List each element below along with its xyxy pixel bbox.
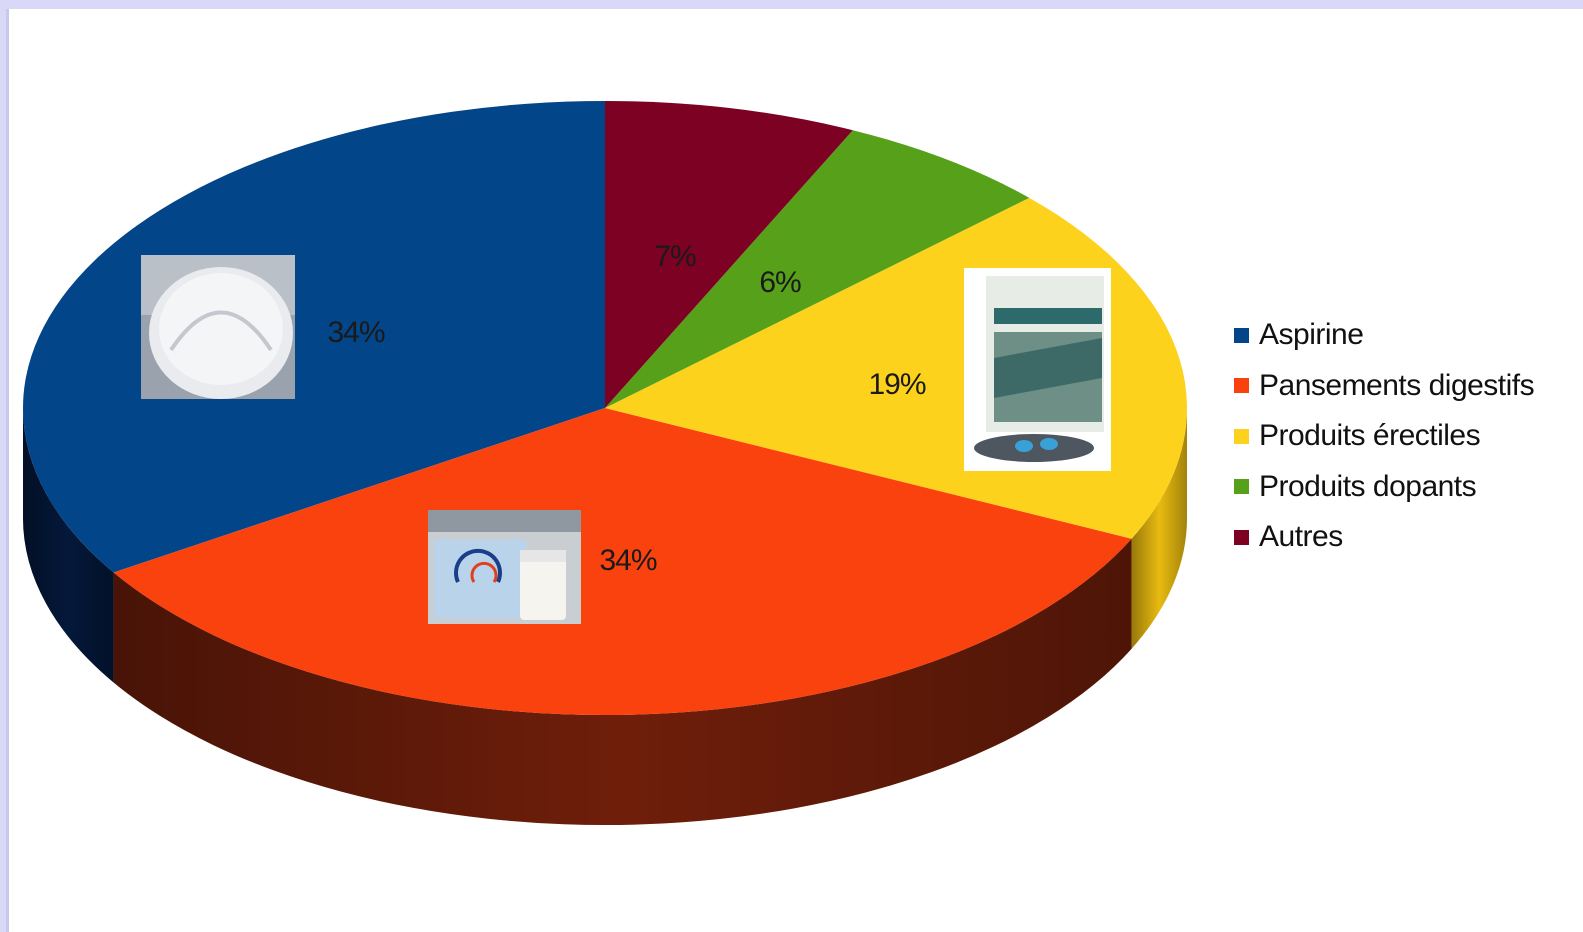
legend-swatch-produits-dopants bbox=[1234, 479, 1249, 495]
digestive-remedy-picture bbox=[428, 510, 581, 624]
legend-label-produits-dopants: Produits dopants bbox=[1259, 469, 1477, 503]
legend-swatch-aspirine bbox=[1234, 327, 1249, 343]
legend-item-produits-dopants: Produits dopants bbox=[1234, 462, 1579, 513]
legend-swatch-autres bbox=[1234, 529, 1249, 545]
data-label-produits-erectiles: 19% bbox=[868, 368, 925, 401]
legend-swatch-pansements-digestifs bbox=[1234, 378, 1249, 394]
legend-item-produits-erectiles: Produits érectiles bbox=[1234, 411, 1579, 462]
data-label-autres: 7% bbox=[654, 240, 696, 273]
legend-item-pansements-digestifs: Pansements digestifs bbox=[1234, 361, 1579, 412]
pie-slice-produits-dopants bbox=[605, 130, 1030, 409]
pie-side-shading-produits-erectiles bbox=[1131, 408, 1187, 649]
data-label-aspirine: 34% bbox=[327, 316, 384, 349]
legend-label-aspirine: Aspirine bbox=[1259, 318, 1364, 352]
kamagra-box-picture bbox=[964, 268, 1111, 471]
pie-slice-pansements-digestifs bbox=[113, 408, 1132, 715]
pie-slice-autres bbox=[605, 101, 853, 408]
legend-item-aspirine: Aspirine bbox=[1234, 310, 1579, 361]
aspirin-picture bbox=[141, 255, 295, 399]
pie-slice-aspirine bbox=[23, 101, 605, 573]
legend-label-produits-erectiles: Produits érectiles bbox=[1259, 419, 1481, 453]
data-labels: 34% 34% 19% 6% 7% bbox=[327, 240, 926, 577]
legend: Aspirine Pansements digestifs Produits é… bbox=[1234, 310, 1579, 563]
pie-sides bbox=[23, 408, 1187, 825]
legend-label-autres: Autres bbox=[1259, 520, 1343, 554]
legend-swatch-produits-erectiles bbox=[1234, 428, 1249, 444]
data-label-pansements-digestifs: 34% bbox=[599, 544, 656, 577]
pie-side-shading-pansements-digestifs bbox=[113, 538, 1132, 825]
data-label-produits-dopants: 6% bbox=[759, 266, 801, 299]
pie-side-shading-aspirine bbox=[23, 408, 114, 683]
slice-pictures bbox=[141, 255, 1111, 624]
legend-item-autres: Autres bbox=[1234, 512, 1579, 563]
legend-label-pansements-digestifs: Pansements digestifs bbox=[1259, 368, 1535, 402]
